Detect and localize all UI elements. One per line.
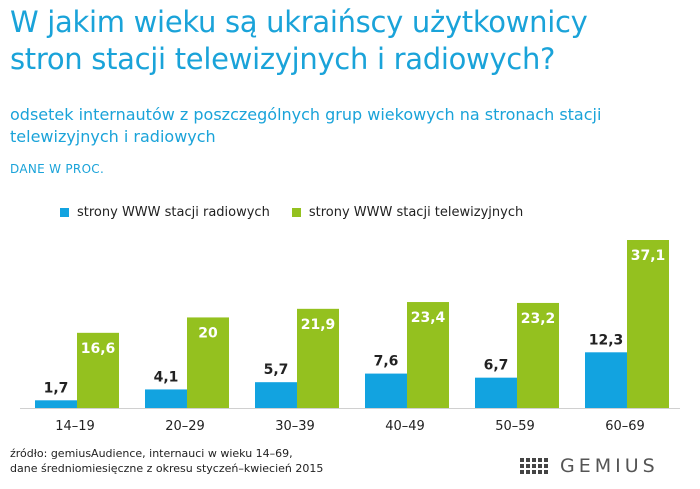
- logo-dots-icon: [520, 458, 548, 474]
- chart-subtitle: odsetek internautów z poszczególnych gru…: [10, 105, 602, 146]
- x-tick-label-4: 50–59: [495, 419, 535, 434]
- legend-label-tv: strony WWW stacji telewizyjnych: [308, 204, 524, 220]
- legend-label-radio: strony WWW stacji radiowych: [77, 204, 270, 220]
- data-label-radio-4: 6,7: [484, 358, 509, 374]
- legend-swatch-tv: [291, 207, 301, 217]
- unit-note: DANE W PROC.: [10, 162, 105, 176]
- bar-radio-4: [475, 377, 517, 408]
- chart-title-line-1: W jakim wieku są ukraińscy użytkownicy: [10, 5, 588, 39]
- data-label-radio-2: 5,7: [264, 362, 289, 378]
- bar-tv-5: [627, 240, 669, 408]
- x-tick-label-5: 60–69: [605, 419, 645, 434]
- legend-item-tv: strony WWW stacji telewizyjnych: [291, 204, 524, 220]
- data-label-tv-1: 20: [198, 325, 218, 341]
- data-label-radio-1: 4,1: [154, 369, 179, 385]
- data-label-tv-3: 23,4: [411, 310, 446, 326]
- source-line-1: źródło: gemiusAudience, internauci w wie…: [10, 447, 293, 460]
- bar-radio-1: [145, 389, 187, 408]
- bar-radio-3: [365, 373, 407, 408]
- bar-radio-0: [35, 400, 77, 408]
- bar-radio-5: [585, 352, 627, 408]
- bar-tv-4: [517, 302, 559, 408]
- source-note: źródło: gemiusAudience, internauci w wie…: [10, 446, 323, 476]
- chart-title: W jakim wieku są ukraińscy użytkownicy s…: [10, 4, 700, 78]
- gemius-logo: GEMIUS: [520, 454, 659, 478]
- x-tick-label-2: 30–39: [275, 419, 315, 434]
- bar-tv-2: [297, 308, 339, 408]
- x-tick-label-3: 40–49: [385, 419, 425, 434]
- data-label-tv-2: 21,9: [301, 317, 336, 333]
- data-label-radio-3: 7,6: [374, 354, 399, 370]
- bar-radio-2: [255, 382, 297, 408]
- bar-tv-3: [407, 302, 449, 408]
- chart-title-line-2: stron stacji telewizyjnych i radiowych?: [10, 42, 556, 76]
- data-label-tv-4: 23,2: [521, 311, 556, 327]
- legend-swatch-radio: [60, 207, 69, 217]
- data-label-radio-5: 12,3: [589, 332, 624, 348]
- x-tick-label-1: 20–29: [165, 419, 205, 434]
- x-tick-label-0: 14–19: [55, 419, 95, 434]
- legend: strony WWW stacji radiowych strony WWW s…: [60, 204, 545, 220]
- bar-tv-0: [77, 332, 119, 408]
- data-label-tv-0: 16,6: [81, 341, 116, 357]
- source-line-2: dane średniomiesięczne z okresu styczeń–…: [10, 462, 324, 475]
- legend-item-radio: strony WWW stacji radiowych: [60, 205, 270, 220]
- data-label-tv-5: 37,1: [631, 248, 666, 264]
- bar-tv-1: [187, 317, 229, 408]
- data-label-radio-0: 1,7: [44, 380, 69, 396]
- logo-text: GEMIUS: [560, 455, 659, 477]
